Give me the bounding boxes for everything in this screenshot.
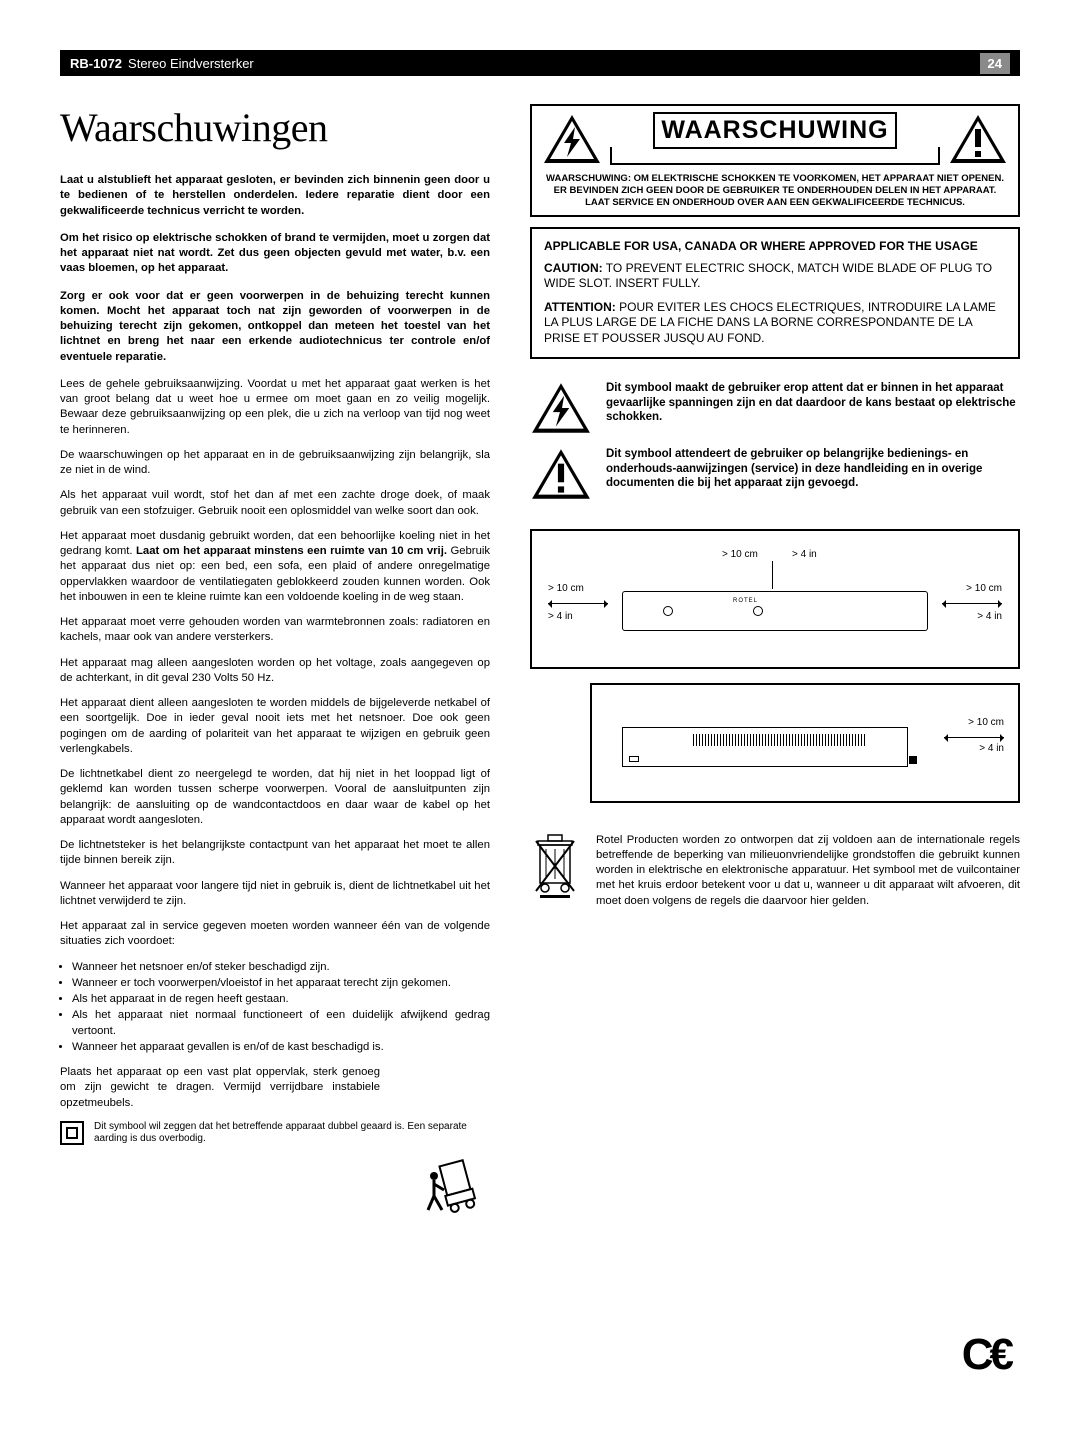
para-heat: Het apparaat moet verre gehouden worden … [60,615,490,646]
para-unplug: Wanneer het apparaat voor langere tijd n… [60,879,490,910]
para-ventilation: Het apparaat moet dusdanig gebruikt word… [60,529,490,605]
weee-row: Rotel Producten worden zo ontworpen dat … [530,833,1020,909]
dim-label: > 4 in [977,611,1002,622]
usa-title: APPLICABLE FOR USA, CANADA OR WHERE APPR… [544,239,1006,253]
warning-bold-1: Laat u alstublieft het apparaat gesloten… [60,173,490,219]
double-insulation-row: Dit symbool wil zeggen dat het betreffen… [60,1121,490,1146]
symbol-bolt-text: Dit symbool maakt de gebruiker erop atte… [606,381,1020,426]
service-item: Wanneer het netsnoer en/of steker bescha… [72,960,490,975]
header-model: RB-1072 [70,56,122,71]
dim-label: > 10 cm [548,583,584,594]
double-insulation-icon [60,1121,84,1145]
service-list: Wanneer het netsnoer en/of steker bescha… [72,960,490,1056]
page-title: Waarschuwingen [60,104,490,151]
header-product: Stereo Eindversterker [128,56,254,71]
exclamation-triangle-icon [948,113,1008,165]
unit-rear-icon [622,727,908,767]
symbol-bolt-row: Dit symbool maakt de gebruiker erop atte… [530,381,1020,435]
bolt-triangle-icon [542,113,602,165]
usa-attention: ATTENTION: POUR EVITER LES CHOCS ELECTRI… [544,300,1006,347]
left-column: Waarschuwingen Laat u alstublieft het ap… [60,104,490,1146]
warning-label: WAARSCHUWING [661,116,888,144]
warning-banner-text: WAARSCHUWING: OM ELEKTRISCHE SCHOKKEN TE… [542,173,1008,209]
usa-box: APPLICABLE FOR USA, CANADA OR WHERE APPR… [530,227,1020,359]
header-page: 24 [980,53,1010,74]
double-insulation-text: Dit symbool wil zeggen dat het betreffen… [94,1121,490,1146]
service-item: Als het apparaat niet normaal functionee… [72,1008,490,1039]
para-cordpath: De lichtnetkabel dient zo neergelegd te … [60,767,490,828]
weee-bin-icon [530,833,580,898]
vent-bold: Laat om het apparaat minstens een ruimte… [136,545,447,557]
dim-label: > 4 in [548,611,573,622]
dim-label: > 4 in [979,743,1004,754]
usa-caution: CAUTION: TO PREVENT ELECTRIC SHOCK, MATC… [544,261,1006,292]
bolt-triangle-icon [530,381,592,435]
warning-bold-2: Om het risico op elektrische schokken of… [60,231,490,277]
service-item: Wanneer er toch voorwerpen/vloeistof in … [72,976,490,991]
dim-label: > 4 in [792,549,817,560]
unit-front-icon: ROTEL [622,591,928,631]
tipping-trolley-icon [420,1158,484,1222]
service-item: Wanneer het apparaat gevallen is en/of d… [72,1040,490,1055]
warning-banner: WAARSCHUWING WAARSCHUWING: OM ELEKTRISCH… [530,104,1020,217]
para-clean: Als het apparaat vuil wordt, stof het da… [60,488,490,519]
right-column: WAARSCHUWING WAARSCHUWING: OM ELEKTRISCH… [530,104,1020,1146]
para-service: Het apparaat zal in service gegeven moet… [60,919,490,950]
header-bar: RB-1072 Stereo Eindversterker 24 [60,50,1020,76]
clearance-rear-diagram: > 10 cm > 4 in [590,683,1020,803]
clearance-top-diagram: > 10 cm > 4 in > 10 cm > 10 cm > 4 in > … [530,529,1020,669]
service-item: Als het apparaat in de regen heeft gesta… [72,992,490,1007]
para-read: Lees de gehele gebruiksaanwijzing. Voord… [60,377,490,438]
para-voltage: Het apparaat mag alleen aangesloten word… [60,656,490,687]
dim-label: > 10 cm [968,717,1004,728]
ce-mark-icon: C€ [962,1330,1010,1380]
exclamation-triangle-icon [530,447,592,501]
dim-label: > 10 cm [966,583,1002,594]
weee-text: Rotel Producten worden zo ontworpen dat … [596,833,1020,909]
para-cord: Het apparaat dient alleen aangesloten te… [60,696,490,757]
symbol-excl-text: Dit symbool attendeert de gebruiker op b… [606,447,1020,492]
para-plug: De lichtnetsteker is het belangrijkste c… [60,838,490,869]
para-heed: De waarschuwingen op het apparaat en in … [60,448,490,479]
symbol-excl-row: Dit symbool attendeert de gebruiker op b… [530,447,1020,501]
dim-label: > 10 cm [722,549,758,560]
para-placement: Plaats het apparaat op een vast plat opp… [60,1065,380,1111]
warning-bold-3: Zorg er ook voor dat er geen voorwerpen … [60,289,490,365]
